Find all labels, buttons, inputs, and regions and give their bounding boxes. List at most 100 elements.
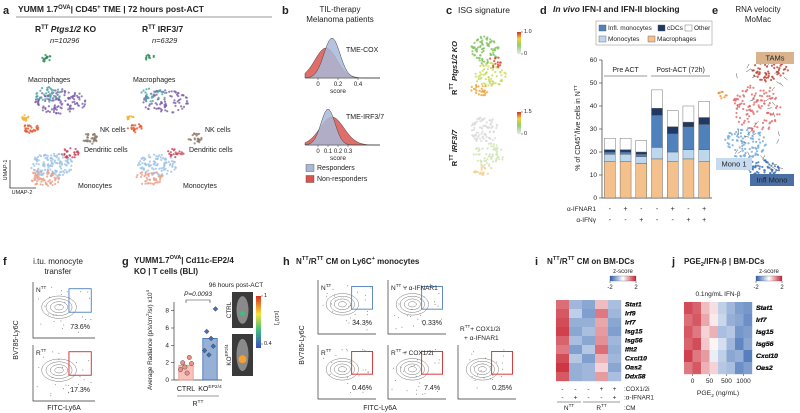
sample-label-part: TT xyxy=(396,283,402,288)
cell-dot xyxy=(58,162,61,165)
cell-dot xyxy=(741,142,744,145)
gene-label: Irf7 xyxy=(625,319,637,326)
tick-label-part: -2 xyxy=(753,285,759,291)
event-dot xyxy=(415,389,417,391)
gene-label-part: Oas2 xyxy=(625,364,642,371)
cell-dot xyxy=(470,85,473,88)
cell-dot xyxy=(490,145,493,148)
panel-title: PGE2/IFN-β | BM-DCs xyxy=(684,257,765,268)
gene-label: Oas2 xyxy=(756,365,773,372)
cell-dot xyxy=(44,168,47,171)
treatment-sign: + xyxy=(624,206,628,213)
cell-dot xyxy=(752,103,755,106)
event-dot xyxy=(432,354,434,356)
velocity-arrow xyxy=(774,169,780,173)
cell-dot xyxy=(148,165,151,168)
gene-label-part: Stat1 xyxy=(625,301,642,308)
plot-frame xyxy=(457,345,516,400)
cell-count-part: n=10296 xyxy=(50,36,80,45)
cell-dot xyxy=(482,73,485,76)
panel-letter: i xyxy=(535,256,538,268)
cell-dot xyxy=(50,157,53,160)
gene-label-part: Irf7 xyxy=(756,317,768,324)
cell-dot xyxy=(484,92,487,95)
group-label-part: R xyxy=(596,405,601,412)
event-dot xyxy=(501,387,503,389)
gene-label-part: Stat1 xyxy=(756,305,773,312)
cell-dot xyxy=(494,49,497,52)
cell-dot xyxy=(480,37,483,40)
treatment-sign: + xyxy=(686,217,690,224)
event-dot xyxy=(503,349,505,351)
cell-dot xyxy=(154,102,157,105)
gene-label-part: Stat1 xyxy=(756,305,773,312)
cell-dot xyxy=(184,96,187,99)
y-tick-label: 6 xyxy=(165,325,169,332)
gene-label: Irf7 xyxy=(756,317,768,324)
cell-dot xyxy=(57,157,60,160)
event-dot xyxy=(366,329,368,331)
cell-dot xyxy=(160,153,163,156)
cell-dot xyxy=(489,38,492,41)
treatment-sign-part: + xyxy=(702,217,706,224)
cell-dot xyxy=(161,93,164,96)
gate-value-part: 17.3% xyxy=(70,387,90,394)
heatmap-cell xyxy=(569,363,583,373)
cell-dot xyxy=(748,115,751,118)
label-box xyxy=(716,158,752,170)
cell-dot xyxy=(751,168,755,171)
data-point xyxy=(180,360,186,366)
heatmap-cell xyxy=(582,345,596,355)
cell-dot xyxy=(38,176,41,179)
legend-swatch xyxy=(647,35,656,43)
sample-label-part: R xyxy=(36,350,41,357)
heatmap-cell xyxy=(735,314,744,327)
gene-label: Oas2 xyxy=(756,365,773,372)
cell-dot xyxy=(490,40,493,43)
cell-dot xyxy=(479,64,482,67)
event-dot xyxy=(53,320,55,322)
heatmap-cell xyxy=(684,338,693,351)
heatmap-cell xyxy=(701,362,710,375)
cell-dot xyxy=(157,107,161,110)
cell-dot xyxy=(489,57,492,60)
cell-dot xyxy=(130,128,134,131)
cell-dot xyxy=(492,40,495,43)
cell-dot xyxy=(148,160,152,163)
cell-dot xyxy=(474,133,477,136)
cell-dot xyxy=(172,153,175,156)
cell-dot xyxy=(761,140,765,143)
cell-dot xyxy=(501,158,504,161)
heatmap-cell xyxy=(582,372,596,382)
cell-dot xyxy=(43,165,46,168)
cell-dot xyxy=(144,172,147,175)
cell-dot xyxy=(480,90,483,93)
heatmap-cell xyxy=(735,302,744,315)
event-dot xyxy=(48,296,50,298)
cell-dot xyxy=(64,99,67,102)
tick-label: 0.1 xyxy=(324,149,333,155)
cell-dot xyxy=(751,129,754,132)
cluster-label-part: NK cells xyxy=(205,127,231,134)
cell-dot xyxy=(777,68,781,72)
cell-dot xyxy=(35,95,38,98)
x-tick-label-part: 1000 xyxy=(736,378,751,385)
cluster-label-part: TAMs xyxy=(765,53,784,62)
cell-dot xyxy=(50,108,54,111)
treatment-label: α-IFNAR1 xyxy=(567,206,596,213)
y-tick-label-part: 0 xyxy=(593,195,597,202)
cell-dot xyxy=(473,126,476,129)
heatmap-cell xyxy=(595,309,609,319)
panel-letter: b xyxy=(282,5,289,17)
cell-dot xyxy=(738,105,741,108)
cell-dot xyxy=(32,162,35,165)
tick-label: -2 xyxy=(607,285,613,291)
gate-value: 17.3% xyxy=(70,387,90,394)
cell-dot xyxy=(180,153,183,156)
cell-dot xyxy=(52,107,56,110)
cell-dot xyxy=(48,164,52,167)
cell-dot xyxy=(44,106,47,110)
cell-dot xyxy=(775,105,779,108)
event-dot xyxy=(420,298,421,300)
cell-dot xyxy=(486,147,489,150)
